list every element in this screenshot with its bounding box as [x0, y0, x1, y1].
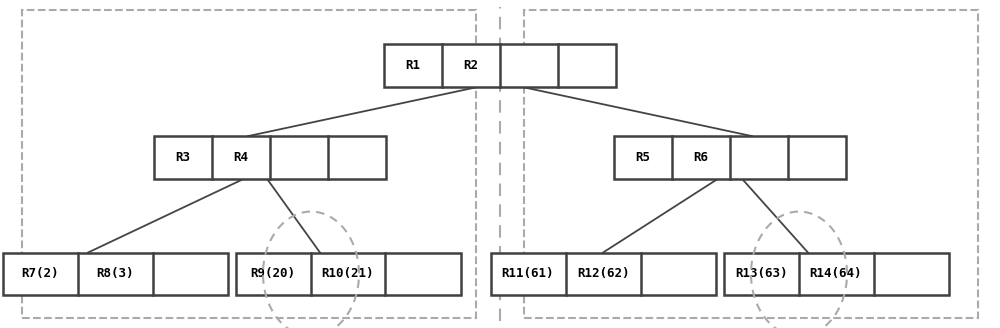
Bar: [614, 136, 846, 179]
Bar: [384, 44, 616, 87]
Bar: [524, 10, 978, 318]
Text: R7(2): R7(2): [21, 267, 59, 280]
Text: R4: R4: [234, 151, 249, 164]
Text: R12(62): R12(62): [577, 267, 629, 280]
Text: R13(63): R13(63): [735, 267, 787, 280]
Bar: [724, 253, 948, 295]
Text: R5: R5: [636, 151, 650, 164]
Bar: [490, 253, 716, 295]
Text: R1: R1: [406, 59, 421, 72]
Text: R2: R2: [464, 59, 479, 72]
Bar: [236, 253, 460, 295]
Bar: [22, 10, 476, 318]
Text: R10(21): R10(21): [322, 267, 374, 280]
Text: R6: R6: [694, 151, 709, 164]
Bar: [3, 253, 228, 295]
Text: R11(61): R11(61): [502, 267, 554, 280]
Text: R8(3): R8(3): [96, 267, 134, 280]
Bar: [154, 136, 386, 179]
Text: R3: R3: [176, 151, 191, 164]
Text: R9(20): R9(20): [250, 267, 295, 280]
Text: R14(64): R14(64): [810, 267, 862, 280]
